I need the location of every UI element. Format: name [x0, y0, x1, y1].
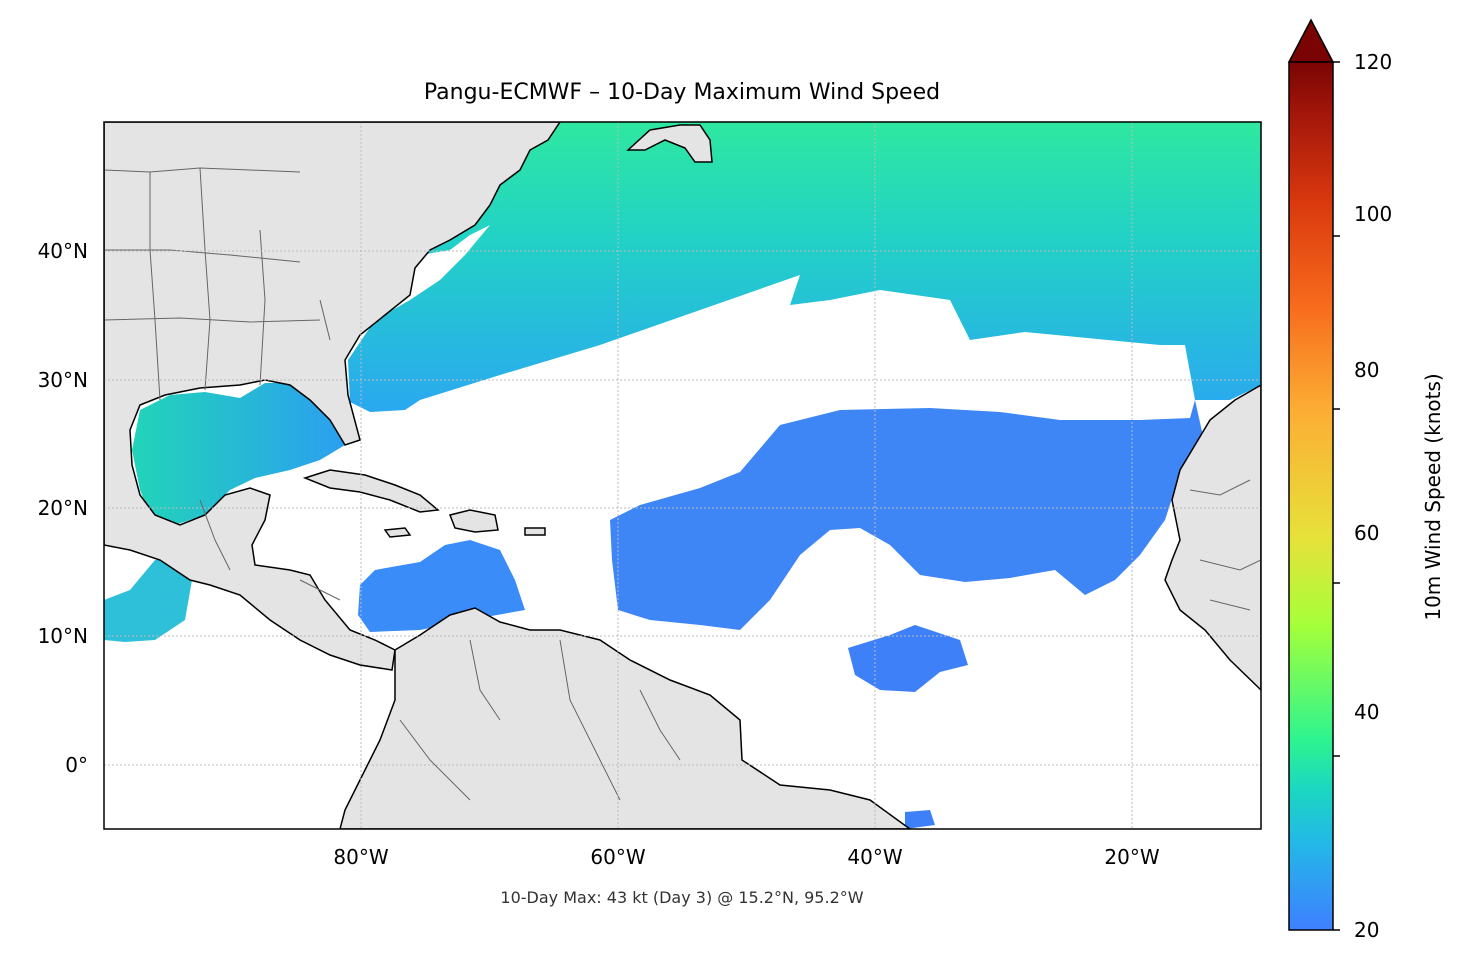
wind-region-caribbean: [358, 540, 525, 632]
colorbar-ticks: [1333, 61, 1340, 931]
max-wind-footnote: 10-Day Max: 43 kt (Day 3) @ 15.2°N, 95.2…: [500, 888, 863, 907]
longitude-tick-labels: 80°W 60°W 40°W 20°W: [333, 845, 1159, 869]
land-hispaniola: [448, 509, 499, 533]
colorbar-extend-arrow: [1287, 18, 1335, 63]
land-africa: [1164, 384, 1261, 692]
lon-tick-label: 40°W: [847, 845, 902, 869]
colorbar: 20 40 60 80 100 120 10m Wind Speed (knot…: [1287, 18, 1445, 942]
colorbar-tick-label: 60: [1354, 521, 1379, 545]
land-north-america: [104, 122, 561, 671]
land-cuba: [302, 469, 440, 513]
lon-tick-label: 20°W: [1104, 845, 1159, 869]
colorbar-gradient: [1288, 61, 1334, 931]
map-area: [104, 122, 1261, 829]
land-jamaica: [383, 527, 412, 538]
land-masses: [104, 122, 1261, 829]
map-frame: [103, 121, 1262, 830]
colorbar-tick-label: 40: [1354, 700, 1379, 724]
land-south-america: [339, 607, 912, 829]
colorbar-tick-label: 80: [1354, 358, 1379, 382]
wind-region-patch-south: [905, 810, 935, 829]
wind-region-gulf-of-mexico: [132, 383, 345, 525]
wind-region-central-atlantic: [610, 400, 1205, 630]
colorbar-tick-label: 20: [1354, 918, 1379, 942]
colorbar-tick-label: 100: [1354, 202, 1392, 226]
graticule: [104, 122, 1261, 829]
lon-tick-label: 60°W: [590, 845, 645, 869]
political-borders: [104, 167, 1261, 801]
wind-region-pacific-coast: [104, 558, 192, 642]
wind-region-patch-east: [848, 625, 968, 692]
lat-tick-label: 30°N: [38, 368, 88, 392]
colorbar-label: 10m Wind Speed (knots): [1421, 373, 1445, 620]
latitude-tick-labels: 40°N 30°N 20°N 10°N 0°: [38, 239, 88, 777]
lat-tick-label: 10°N: [38, 624, 88, 648]
land-newfoundland: [626, 124, 713, 163]
colorbar-tick-label: 120: [1354, 50, 1392, 74]
lat-tick-label: 40°N: [38, 239, 88, 263]
lat-tick-label: 0°: [65, 753, 88, 777]
land-puerto-rico: [524, 527, 546, 536]
lat-tick-label: 20°N: [38, 496, 88, 520]
lon-tick-label: 80°W: [333, 845, 388, 869]
map-title: Pangu-ECMWF – 10-Day Maximum Wind Speed: [424, 80, 940, 105]
